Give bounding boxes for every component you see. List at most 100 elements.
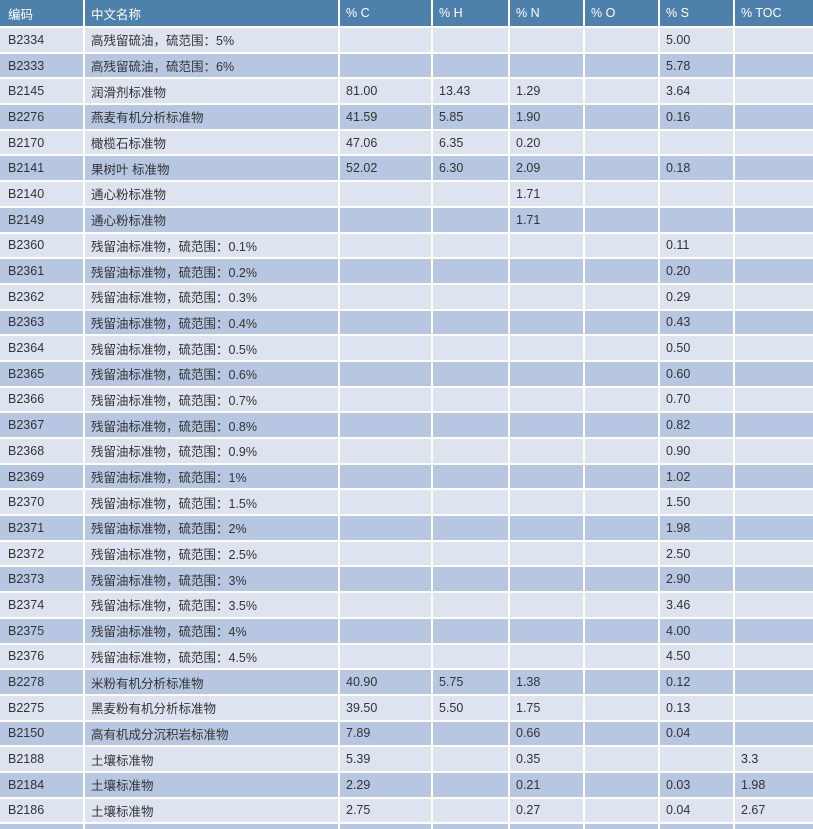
- cell-code: B2369: [0, 464, 85, 491]
- cell-s: 5.00: [660, 28, 735, 54]
- cell-c: 47.06: [340, 130, 433, 157]
- cell-o: [585, 28, 660, 54]
- table-row: B2373 残留油标准物，硫范围：3% 2.90: [0, 567, 813, 594]
- cell-c: [340, 361, 433, 388]
- cell-h: [433, 721, 510, 748]
- cell-code: B2275: [0, 695, 85, 722]
- cell-n: 1.29: [510, 79, 585, 106]
- cell-o: [585, 772, 660, 799]
- cell-s: 0.70: [660, 387, 735, 414]
- cell-h: [433, 284, 510, 311]
- table-row-partial: [0, 824, 813, 829]
- cell-code: B2361: [0, 259, 85, 285]
- cell-o: [585, 721, 660, 748]
- cell-s: [660, 824, 735, 829]
- column-header-code: 编码: [0, 0, 85, 28]
- cell-name: 残留油标准物，硫范围：0.8%: [85, 413, 340, 439]
- cell-toc: [735, 182, 813, 208]
- cell-o: [585, 798, 660, 825]
- cell-h: [433, 259, 510, 285]
- cell-toc: [735, 361, 813, 388]
- cell-name: 残留油标准物，硫范围：2%: [85, 516, 340, 542]
- cell-s: 0.50: [660, 336, 735, 362]
- cell-o: [585, 824, 660, 829]
- cell-n: [510, 336, 585, 362]
- cell-n: [510, 541, 585, 568]
- cell-s: 0.82: [660, 413, 735, 439]
- cell-c: 41.59: [340, 105, 433, 131]
- cell-toc: [735, 310, 813, 337]
- cell-code: B2364: [0, 336, 85, 362]
- cell-name: [85, 824, 340, 829]
- cell-h: [433, 413, 510, 439]
- table-row: B2367 残留油标准物，硫范围：0.8% 0.82: [0, 413, 813, 439]
- table-header-row: 编码 中文名称% C% H% N% O% S% TOC: [0, 0, 813, 28]
- cell-toc: [735, 53, 813, 80]
- cell-name: 润滑剂标准物: [85, 79, 340, 106]
- cell-h: [433, 233, 510, 260]
- cell-name: 残留油标准物，硫范围：4.5%: [85, 644, 340, 671]
- table-row: B2368 残留油标准物，硫范围：0.9% 0.90: [0, 439, 813, 465]
- cell-toc: [735, 156, 813, 183]
- cell-h: 6.30: [433, 156, 510, 183]
- cell-o: [585, 336, 660, 362]
- cell-h: [433, 618, 510, 645]
- cell-c: 52.02: [340, 156, 433, 183]
- cell-n: 0.66: [510, 721, 585, 748]
- cell-c: 2.75: [340, 798, 433, 825]
- cell-o: [585, 105, 660, 131]
- cell-o: [585, 207, 660, 234]
- cell-o: [585, 156, 660, 183]
- cell-c: [340, 413, 433, 439]
- cell-toc: [735, 259, 813, 285]
- cell-c: 81.00: [340, 79, 433, 106]
- cell-code: B2374: [0, 593, 85, 619]
- cell-n: 1.71: [510, 207, 585, 234]
- cell-name: 残留油标准物，硫范围：1.5%: [85, 490, 340, 517]
- cell-name: 通心粉标准物: [85, 207, 340, 234]
- cell-n: [510, 387, 585, 414]
- cell-name: 土壤标准物: [85, 747, 340, 773]
- cell-c: [340, 567, 433, 594]
- table-row: B2366 残留油标准物，硫范围：0.7% 0.70: [0, 387, 813, 414]
- cell-c: [340, 644, 433, 671]
- cell-c: [340, 233, 433, 260]
- cell-s: 0.20: [660, 259, 735, 285]
- cell-s: 0.04: [660, 721, 735, 748]
- cell-s: 0.18: [660, 156, 735, 183]
- cell-n: [510, 644, 585, 671]
- cell-s: 0.60: [660, 361, 735, 388]
- cell-code: B2150: [0, 721, 85, 748]
- cell-n: 0.20: [510, 130, 585, 157]
- cell-toc: [735, 387, 813, 414]
- cell-name: 残留油标准物，硫范围：1%: [85, 464, 340, 491]
- cell-name: 残留油标准物，硫范围：0.3%: [85, 284, 340, 311]
- cell-c: [340, 310, 433, 337]
- cell-c: [340, 284, 433, 311]
- cell-toc: [735, 567, 813, 594]
- cell-c: 2.29: [340, 772, 433, 799]
- table-row: B2361 残留油标准物，硫范围：0.2% 0.20: [0, 259, 813, 285]
- cell-n: [510, 53, 585, 80]
- cell-h: [433, 824, 510, 829]
- table-row: B2371 残留油标准物，硫范围：2% 1.98: [0, 516, 813, 542]
- cell-o: [585, 413, 660, 439]
- cell-code: B2170: [0, 130, 85, 157]
- cell-s: 3.64: [660, 79, 735, 106]
- cell-code: B2276: [0, 105, 85, 131]
- cell-c: [340, 516, 433, 542]
- cell-code: B2365: [0, 361, 85, 388]
- cell-o: [585, 387, 660, 414]
- cell-toc: [735, 593, 813, 619]
- cell-toc: 1.98: [735, 772, 813, 799]
- cell-o: [585, 233, 660, 260]
- cell-c: [340, 618, 433, 645]
- cell-s: 5.78: [660, 53, 735, 80]
- cell-s: 1.02: [660, 464, 735, 491]
- column-header-s: % S: [660, 0, 735, 28]
- cell-o: [585, 259, 660, 285]
- cell-toc: [735, 105, 813, 131]
- cell-code: B2333: [0, 53, 85, 80]
- cell-n: [510, 516, 585, 542]
- cell-n: [510, 618, 585, 645]
